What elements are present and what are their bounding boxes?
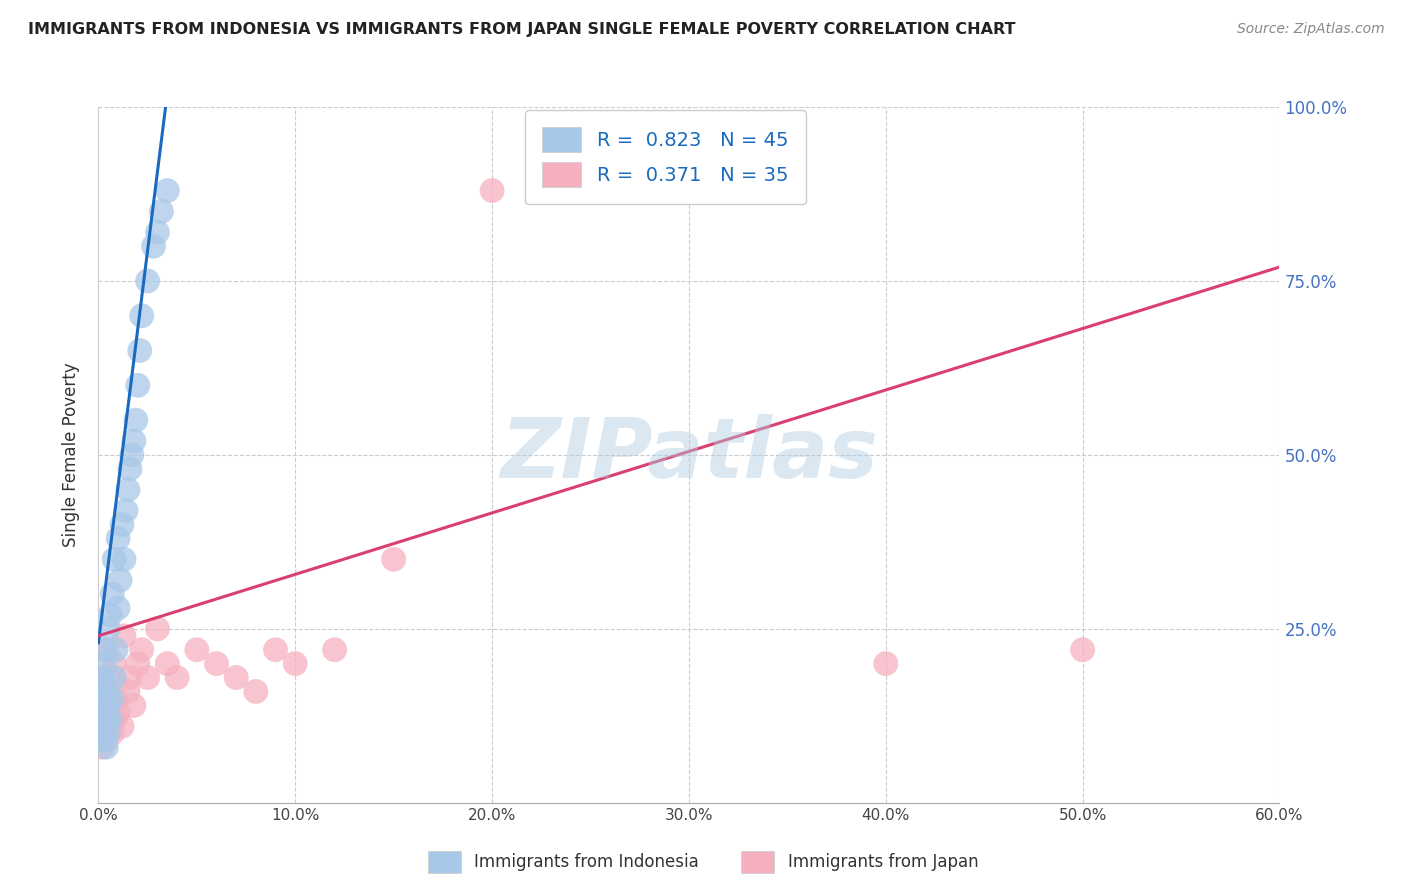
Point bbox=[107, 706, 129, 720]
Point bbox=[91, 740, 114, 755]
Point bbox=[142, 239, 165, 253]
Point bbox=[97, 622, 120, 636]
Point bbox=[122, 698, 145, 713]
Point bbox=[93, 733, 115, 747]
Point bbox=[146, 622, 169, 636]
Text: Source: ZipAtlas.com: Source: ZipAtlas.com bbox=[1237, 22, 1385, 37]
Point bbox=[225, 671, 247, 685]
Point bbox=[96, 642, 118, 657]
Point bbox=[96, 740, 118, 755]
Point bbox=[105, 691, 128, 706]
Point bbox=[91, 706, 114, 720]
Point bbox=[93, 677, 115, 691]
Point bbox=[97, 719, 120, 733]
Point bbox=[91, 726, 114, 740]
Point bbox=[98, 698, 121, 713]
Point bbox=[93, 698, 115, 713]
Point bbox=[96, 733, 118, 747]
Point bbox=[136, 671, 159, 685]
Point bbox=[128, 343, 150, 358]
Point bbox=[112, 629, 135, 643]
Point bbox=[103, 671, 125, 685]
Point bbox=[96, 684, 118, 698]
Point bbox=[103, 552, 125, 566]
Point bbox=[111, 517, 134, 532]
Point bbox=[131, 309, 153, 323]
Point bbox=[186, 642, 208, 657]
Point bbox=[1071, 642, 1094, 657]
Point bbox=[97, 671, 120, 685]
Point bbox=[117, 684, 139, 698]
Point bbox=[127, 378, 149, 392]
Point bbox=[107, 532, 129, 546]
Point bbox=[156, 657, 179, 671]
Point bbox=[93, 657, 115, 671]
Y-axis label: Single Female Poverty: Single Female Poverty bbox=[62, 363, 80, 547]
Point bbox=[89, 712, 111, 726]
Point bbox=[93, 642, 115, 657]
Point bbox=[481, 184, 503, 198]
Point bbox=[101, 691, 124, 706]
Text: ZIPatlas: ZIPatlas bbox=[501, 415, 877, 495]
Point bbox=[127, 657, 149, 671]
Point bbox=[89, 726, 111, 740]
Point bbox=[96, 712, 118, 726]
Point bbox=[91, 671, 114, 685]
Point bbox=[107, 601, 129, 615]
Point bbox=[284, 657, 307, 671]
Point bbox=[98, 712, 121, 726]
Point bbox=[245, 684, 267, 698]
Point bbox=[118, 462, 141, 476]
Point bbox=[115, 503, 138, 517]
Text: IMMIGRANTS FROM INDONESIA VS IMMIGRANTS FROM JAPAN SINGLE FEMALE POVERTY CORRELA: IMMIGRANTS FROM INDONESIA VS IMMIGRANTS … bbox=[28, 22, 1015, 37]
Point bbox=[131, 642, 153, 657]
Point bbox=[205, 657, 228, 671]
Point bbox=[122, 434, 145, 448]
Point bbox=[97, 698, 120, 713]
Point bbox=[382, 552, 405, 566]
Point bbox=[93, 719, 115, 733]
Point bbox=[112, 552, 135, 566]
Point bbox=[89, 698, 111, 713]
Point bbox=[166, 671, 188, 685]
Point bbox=[136, 274, 159, 288]
Point bbox=[111, 719, 134, 733]
Point bbox=[108, 573, 131, 587]
Point bbox=[150, 204, 173, 219]
Point bbox=[146, 225, 169, 239]
Point bbox=[121, 448, 143, 462]
Point bbox=[97, 726, 120, 740]
Point bbox=[125, 413, 148, 427]
Point bbox=[98, 607, 121, 622]
Point bbox=[156, 184, 179, 198]
Point bbox=[89, 684, 111, 698]
Point bbox=[105, 642, 128, 657]
Point bbox=[103, 657, 125, 671]
Point bbox=[93, 712, 115, 726]
Point bbox=[323, 642, 346, 657]
Point bbox=[875, 657, 897, 671]
Legend: R =  0.823   N = 45, R =  0.371   N = 35: R = 0.823 N = 45, R = 0.371 N = 35 bbox=[524, 110, 806, 204]
Point bbox=[101, 726, 124, 740]
Legend: Immigrants from Indonesia, Immigrants from Japan: Immigrants from Indonesia, Immigrants fr… bbox=[422, 845, 984, 880]
Point bbox=[101, 587, 124, 601]
Point bbox=[103, 712, 125, 726]
Point bbox=[264, 642, 287, 657]
Point bbox=[118, 671, 141, 685]
Point bbox=[91, 691, 114, 706]
Point bbox=[117, 483, 139, 497]
